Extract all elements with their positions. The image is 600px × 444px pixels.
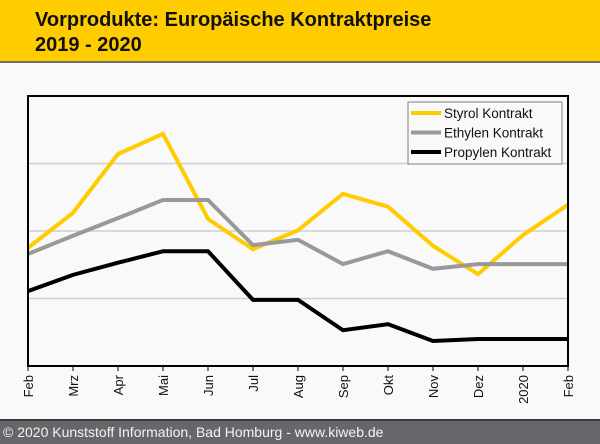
x-tick-label: Jul bbox=[246, 375, 261, 392]
footer-bar: © 2020 Kunststoff Information, Bad Hombu… bbox=[0, 419, 600, 444]
legend-label: Ethylen Kontrakt bbox=[444, 126, 543, 141]
copyright-text: © 2020 Kunststoff Information, Bad Hombu… bbox=[3, 424, 384, 440]
series-lines bbox=[26, 131, 570, 344]
x-tick-label: Jun bbox=[201, 375, 216, 396]
legend-label: Propylen Kontrakt bbox=[444, 145, 552, 160]
x-tick-label: Mai bbox=[156, 375, 171, 396]
x-tick-label: Okt bbox=[381, 375, 396, 396]
x-tick-label: Nov bbox=[426, 375, 441, 399]
header-banner: Vorprodukte: Europäische Kontraktpreise … bbox=[0, 0, 600, 63]
x-tick-label: Apr bbox=[111, 374, 126, 395]
x-axis-ticks bbox=[27, 366, 569, 371]
legend-label: Styrol Kontrakt bbox=[444, 106, 533, 121]
x-tick-label: 2020 bbox=[516, 375, 531, 404]
x-axis-labels: Feb Mrz Apr Mai Jun Jul Aug Sep Okt Nov Dez 2020 Feb bbox=[21, 374, 576, 404]
x-tick-label: Dez bbox=[471, 375, 486, 398]
chart-title: Vorprodukte: Europäische Kontraktpreise … bbox=[35, 8, 431, 58]
x-tick-label: Aug bbox=[291, 375, 306, 398]
chart-title-line1: Vorprodukte: Europäische Kontraktpreise bbox=[35, 9, 432, 31]
x-tick-label: Sep bbox=[336, 375, 351, 398]
chart-title-line2: 2019 - 2020 bbox=[35, 34, 142, 56]
x-tick-label: Mrz bbox=[66, 375, 81, 397]
series-line-ethylen-kontrakt bbox=[27, 197, 568, 271]
legend: Styrol Kontrakt Ethylen Kontrakt Propylen … bbox=[407, 101, 563, 165]
x-tick-label: Feb bbox=[561, 375, 576, 397]
line-chart: Feb Mrz Apr Mai Jun Jul Aug Sep Okt Nov Dez 2020 Feb… bbox=[21, 95, 576, 404]
x-tick-label: Feb bbox=[21, 375, 36, 397]
